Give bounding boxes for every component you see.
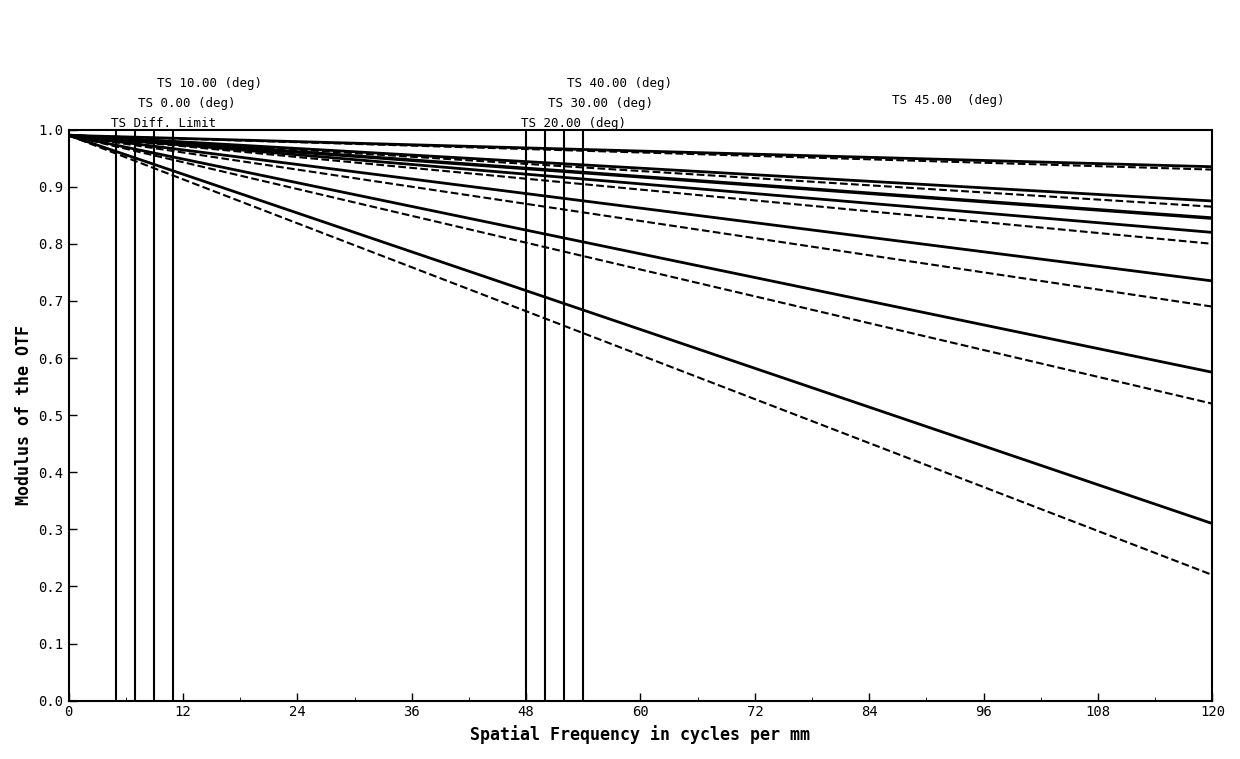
Text: TS 45.00  (deg): TS 45.00 (deg) bbox=[892, 94, 1004, 107]
Text: TS 40.00 (deg): TS 40.00 (deg) bbox=[567, 77, 672, 90]
Text: TS 0.00 (deg): TS 0.00 (deg) bbox=[138, 96, 236, 109]
Text: TS 10.00 (deg): TS 10.00 (deg) bbox=[157, 77, 262, 90]
Text: TS Diff. Limit: TS Diff. Limit bbox=[112, 117, 217, 130]
Y-axis label: Modulus of the OTF: Modulus of the OTF bbox=[15, 325, 33, 505]
Text: TS 20.00 (deg): TS 20.00 (deg) bbox=[521, 117, 626, 130]
X-axis label: Spatial Frequency in cycles per mm: Spatial Frequency in cycles per mm bbox=[470, 725, 811, 744]
Text: TS 30.00 (deg): TS 30.00 (deg) bbox=[548, 96, 653, 109]
